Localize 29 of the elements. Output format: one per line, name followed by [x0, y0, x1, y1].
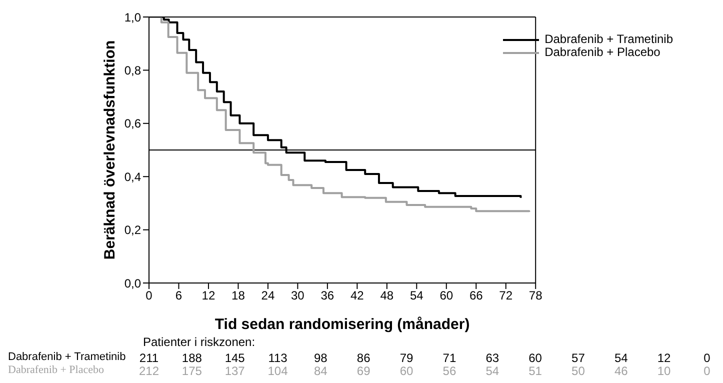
x-tick-label: 60 [440, 288, 454, 303]
y-tick-label: 0,8 [124, 63, 142, 78]
text: Dabrafenib + Trametinib [8, 351, 126, 363]
text: 211 188 145 113 98 86 79 71 63 60 57 54 12 0 [139, 351, 710, 365]
x-axis-title: Tid sedan randomisering (månader) [214, 316, 470, 333]
y-tick-label: 0,2 [124, 223, 142, 238]
legend-label: Dabrafenib + Trametinib [544, 32, 673, 46]
y-axis-title: Beräknad överlevnadsfunktion [101, 40, 118, 260]
y-tick-label: 0,4 [124, 170, 142, 184]
x-tick-label: 30 [291, 288, 305, 303]
x-tick-label: 6 [175, 288, 182, 303]
text: 212 175 137 104 84 69 60 56 54 51 50 46 10 0 [138, 364, 710, 378]
x-tick-label: 78 [528, 288, 543, 303]
x-tick-label: 66 [469, 288, 484, 303]
x-tick-label: 24 [261, 288, 275, 303]
text: Patienter i riskzonen: [143, 335, 256, 349]
x-tick-label: 12 [202, 288, 216, 303]
x-tick-label: 18 [232, 288, 246, 303]
y-tick-label: 1,0 [124, 10, 142, 24]
x-tick-label: 36 [320, 288, 334, 303]
y-tick-label: 0,0 [124, 276, 142, 290]
x-tick-label: 0 [146, 288, 153, 303]
x-tick-label: 72 [499, 288, 513, 303]
x-tick-label: 54 [410, 288, 424, 303]
text: Dabrafenib + Placebo [8, 364, 104, 376]
legend-label: Dabrafenib + Placebo [544, 45, 662, 59]
x-tick-label: 42 [350, 288, 364, 303]
x-tick-label: 48 [380, 288, 394, 303]
y-tick-label: 0,6 [124, 116, 142, 131]
